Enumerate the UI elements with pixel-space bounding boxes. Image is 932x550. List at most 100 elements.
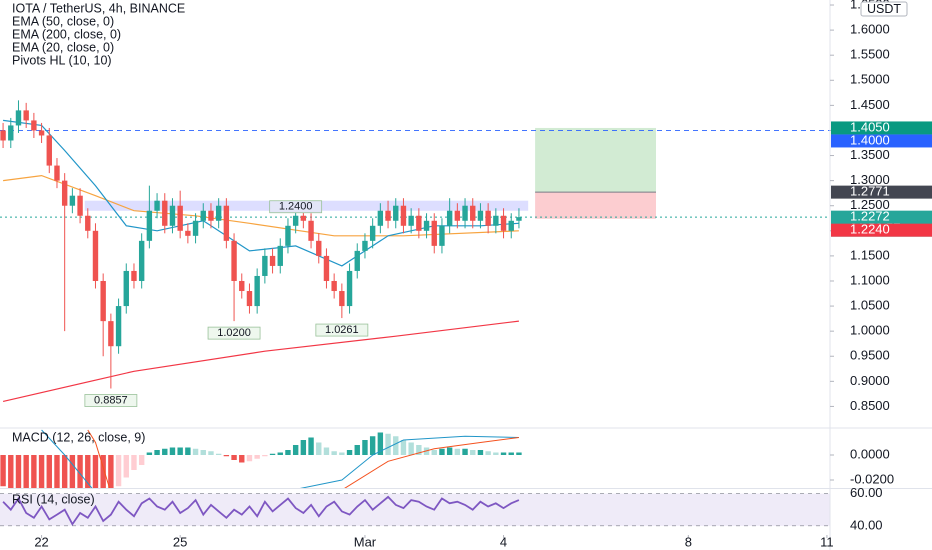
candle-body xyxy=(115,306,122,347)
currency-box xyxy=(860,1,908,17)
candle-body xyxy=(61,180,68,206)
candle-body xyxy=(215,205,222,221)
macd-bar xyxy=(477,450,484,455)
candle-body xyxy=(393,205,399,221)
candle-body xyxy=(239,280,245,292)
macd-bar xyxy=(169,447,176,455)
y-tick-label: 0.8500 xyxy=(850,398,890,413)
pivot-label: 1.0261 xyxy=(325,324,359,336)
profit-zone xyxy=(535,127,656,193)
candle-body xyxy=(500,215,507,231)
macd-bar xyxy=(346,450,353,455)
macd-bar xyxy=(54,455,60,488)
price-label-box xyxy=(831,185,932,199)
candle-body xyxy=(162,200,168,226)
macd-bar xyxy=(85,455,91,488)
price-label-box xyxy=(831,223,932,237)
macd-bar xyxy=(131,455,137,470)
macd-bar xyxy=(470,450,476,455)
candle-body xyxy=(185,230,191,236)
macd-bar xyxy=(516,452,522,455)
y-tick-label: 1.6000 xyxy=(850,22,890,37)
candle-body xyxy=(508,220,514,231)
y-tick-label: 1.5000 xyxy=(850,72,890,87)
candle-body xyxy=(46,135,52,166)
macd-bar xyxy=(339,452,345,455)
candle-body xyxy=(69,195,76,206)
candle-body xyxy=(108,321,114,347)
macd-bar xyxy=(0,455,6,487)
macd-bar xyxy=(269,453,276,455)
macd-bar xyxy=(400,440,407,455)
macd-line xyxy=(87,429,519,488)
macd-bar xyxy=(277,452,283,455)
candle-body xyxy=(208,210,214,221)
macd-bar xyxy=(162,448,168,455)
symbol-title: IOTA / TetherUS, 4h, BINANCE xyxy=(12,1,185,15)
legend: IOTA / TetherUS, 4h, BINANCE EMA (50, cl… xyxy=(12,1,185,506)
indicator: Pivots HL (10, 10) xyxy=(12,53,112,67)
candle-body xyxy=(354,250,360,271)
y-tick-label: 60.00 xyxy=(850,485,883,500)
pivot-label: 1.0200 xyxy=(217,327,251,339)
pivot-box xyxy=(84,394,138,407)
macd-bar xyxy=(223,455,230,457)
macd-bar xyxy=(108,455,114,488)
candle-body xyxy=(408,215,414,226)
pivot-box xyxy=(207,326,261,340)
macd-bar xyxy=(138,455,145,465)
candle-body xyxy=(0,130,6,141)
candle-body xyxy=(38,130,45,136)
y-tick-label: 1.0500 xyxy=(850,298,890,313)
x-tick-label: 11 xyxy=(820,534,834,549)
candle-body xyxy=(23,110,29,121)
candle-body xyxy=(462,205,468,221)
currency: USDT xyxy=(867,2,901,16)
ema-line xyxy=(2,320,519,402)
macd-bar xyxy=(500,452,507,455)
candle-body xyxy=(339,291,345,307)
panel-title: RSI (14, close) xyxy=(12,492,95,506)
candle-body xyxy=(308,220,314,241)
macd-bar xyxy=(323,447,330,455)
y-tick-label: 1.5500 xyxy=(850,47,890,62)
macd-bar xyxy=(239,455,245,463)
macd-bar xyxy=(31,455,37,488)
candle-body xyxy=(300,215,307,221)
candle-body xyxy=(446,210,453,226)
macd-bar xyxy=(61,455,68,488)
macd-bar xyxy=(192,448,199,455)
price-label-box xyxy=(831,134,932,148)
candle-body xyxy=(31,120,37,131)
panel-title: MACD (12, 26, close, 9) xyxy=(12,430,145,444)
candle-body xyxy=(54,165,60,181)
price-label: 1.4050 xyxy=(850,119,890,134)
macd-bar xyxy=(300,440,307,455)
y-tick-label: 1.3000 xyxy=(850,172,890,187)
candle-body xyxy=(516,217,522,221)
candle-body xyxy=(346,270,353,307)
macd-bar xyxy=(200,450,206,455)
macd-bar xyxy=(115,455,122,487)
macd-bar xyxy=(285,450,291,455)
macd-bar xyxy=(308,437,314,455)
pivot-box xyxy=(315,323,369,337)
macd-bar xyxy=(92,455,99,488)
macd-bar xyxy=(38,455,45,488)
macd-bar xyxy=(377,432,384,455)
candle-body xyxy=(423,220,430,231)
macd-bar xyxy=(123,455,129,478)
macd-bar xyxy=(508,452,514,455)
loss-zone xyxy=(535,192,656,219)
price-label: 1.2240 xyxy=(850,222,890,237)
candle-body xyxy=(400,205,407,226)
macd-bar xyxy=(8,455,14,488)
macd-bar xyxy=(208,451,214,455)
price-label: 1.2771 xyxy=(850,184,890,199)
y-tick-label: 1.1500 xyxy=(850,247,890,262)
pivot-label: 1.2400 xyxy=(279,201,313,213)
macd-bar xyxy=(100,455,106,488)
candle-body xyxy=(15,110,22,126)
